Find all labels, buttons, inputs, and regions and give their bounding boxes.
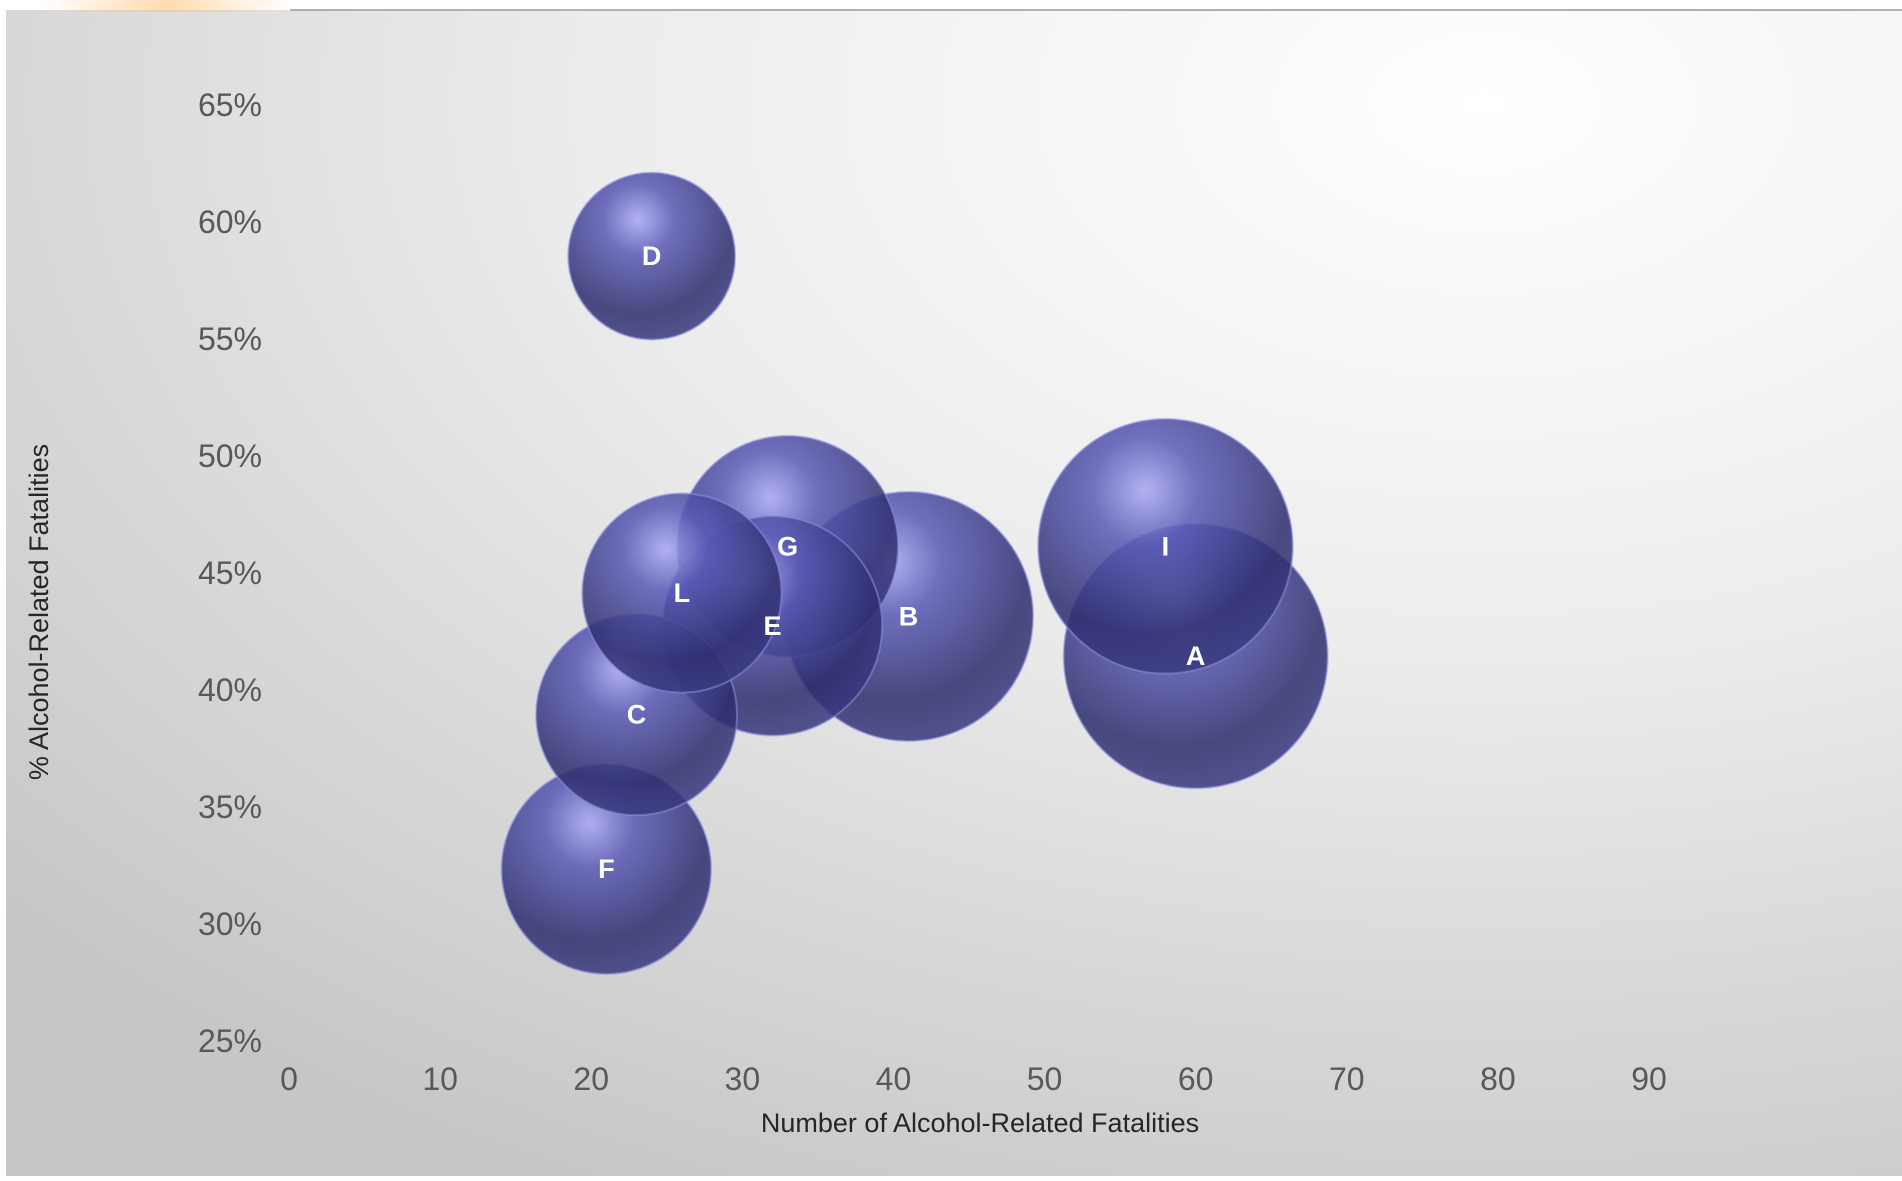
y-tick-label: 65% <box>198 87 262 123</box>
y-tick-label: 30% <box>198 906 262 942</box>
bubble-label-e: E <box>764 611 782 641</box>
top-accent-bar <box>40 0 290 12</box>
bubble-l <box>581 492 783 694</box>
x-tick-label: 70 <box>1329 1061 1365 1097</box>
x-tick-label: 80 <box>1480 1061 1516 1097</box>
bubble-label-i: I <box>1162 531 1170 561</box>
x-tick-label: 0 <box>280 1061 298 1097</box>
y-tick-label: 40% <box>198 672 262 708</box>
bubble-label-c: C <box>627 700 647 730</box>
bubble-label-f: F <box>598 854 615 884</box>
x-tick-label: 50 <box>1027 1061 1063 1097</box>
y-tick-label: 45% <box>198 555 262 591</box>
x-tick-label: 40 <box>876 1061 912 1097</box>
y-tick-label: 60% <box>198 204 262 240</box>
bubble-i <box>1037 417 1294 675</box>
bubble-label-l: L <box>674 578 691 608</box>
x-tick-label: 90 <box>1631 1061 1667 1097</box>
x-tick-label: 60 <box>1178 1061 1214 1097</box>
bubble-label-a: A <box>1186 641 1206 671</box>
x-tick-label: 10 <box>422 1061 458 1097</box>
y-axis-title: % Alcohol-Related Fatalities <box>24 444 54 780</box>
bubble-d <box>567 171 737 341</box>
bubble-label-d: D <box>642 241 662 271</box>
bubble-label-b: B <box>899 601 919 631</box>
y-tick-label: 50% <box>198 438 262 474</box>
x-tick-label: 30 <box>725 1061 761 1097</box>
bubble-label-g: G <box>777 531 798 561</box>
y-tick-label: 35% <box>198 789 262 825</box>
y-tick-label: 55% <box>198 321 262 357</box>
x-tick-label: 20 <box>573 1061 609 1097</box>
x-axis-title: Number of Alcohol-Related Fatalities <box>761 1108 1199 1138</box>
y-tick-label: 25% <box>198 1023 262 1059</box>
